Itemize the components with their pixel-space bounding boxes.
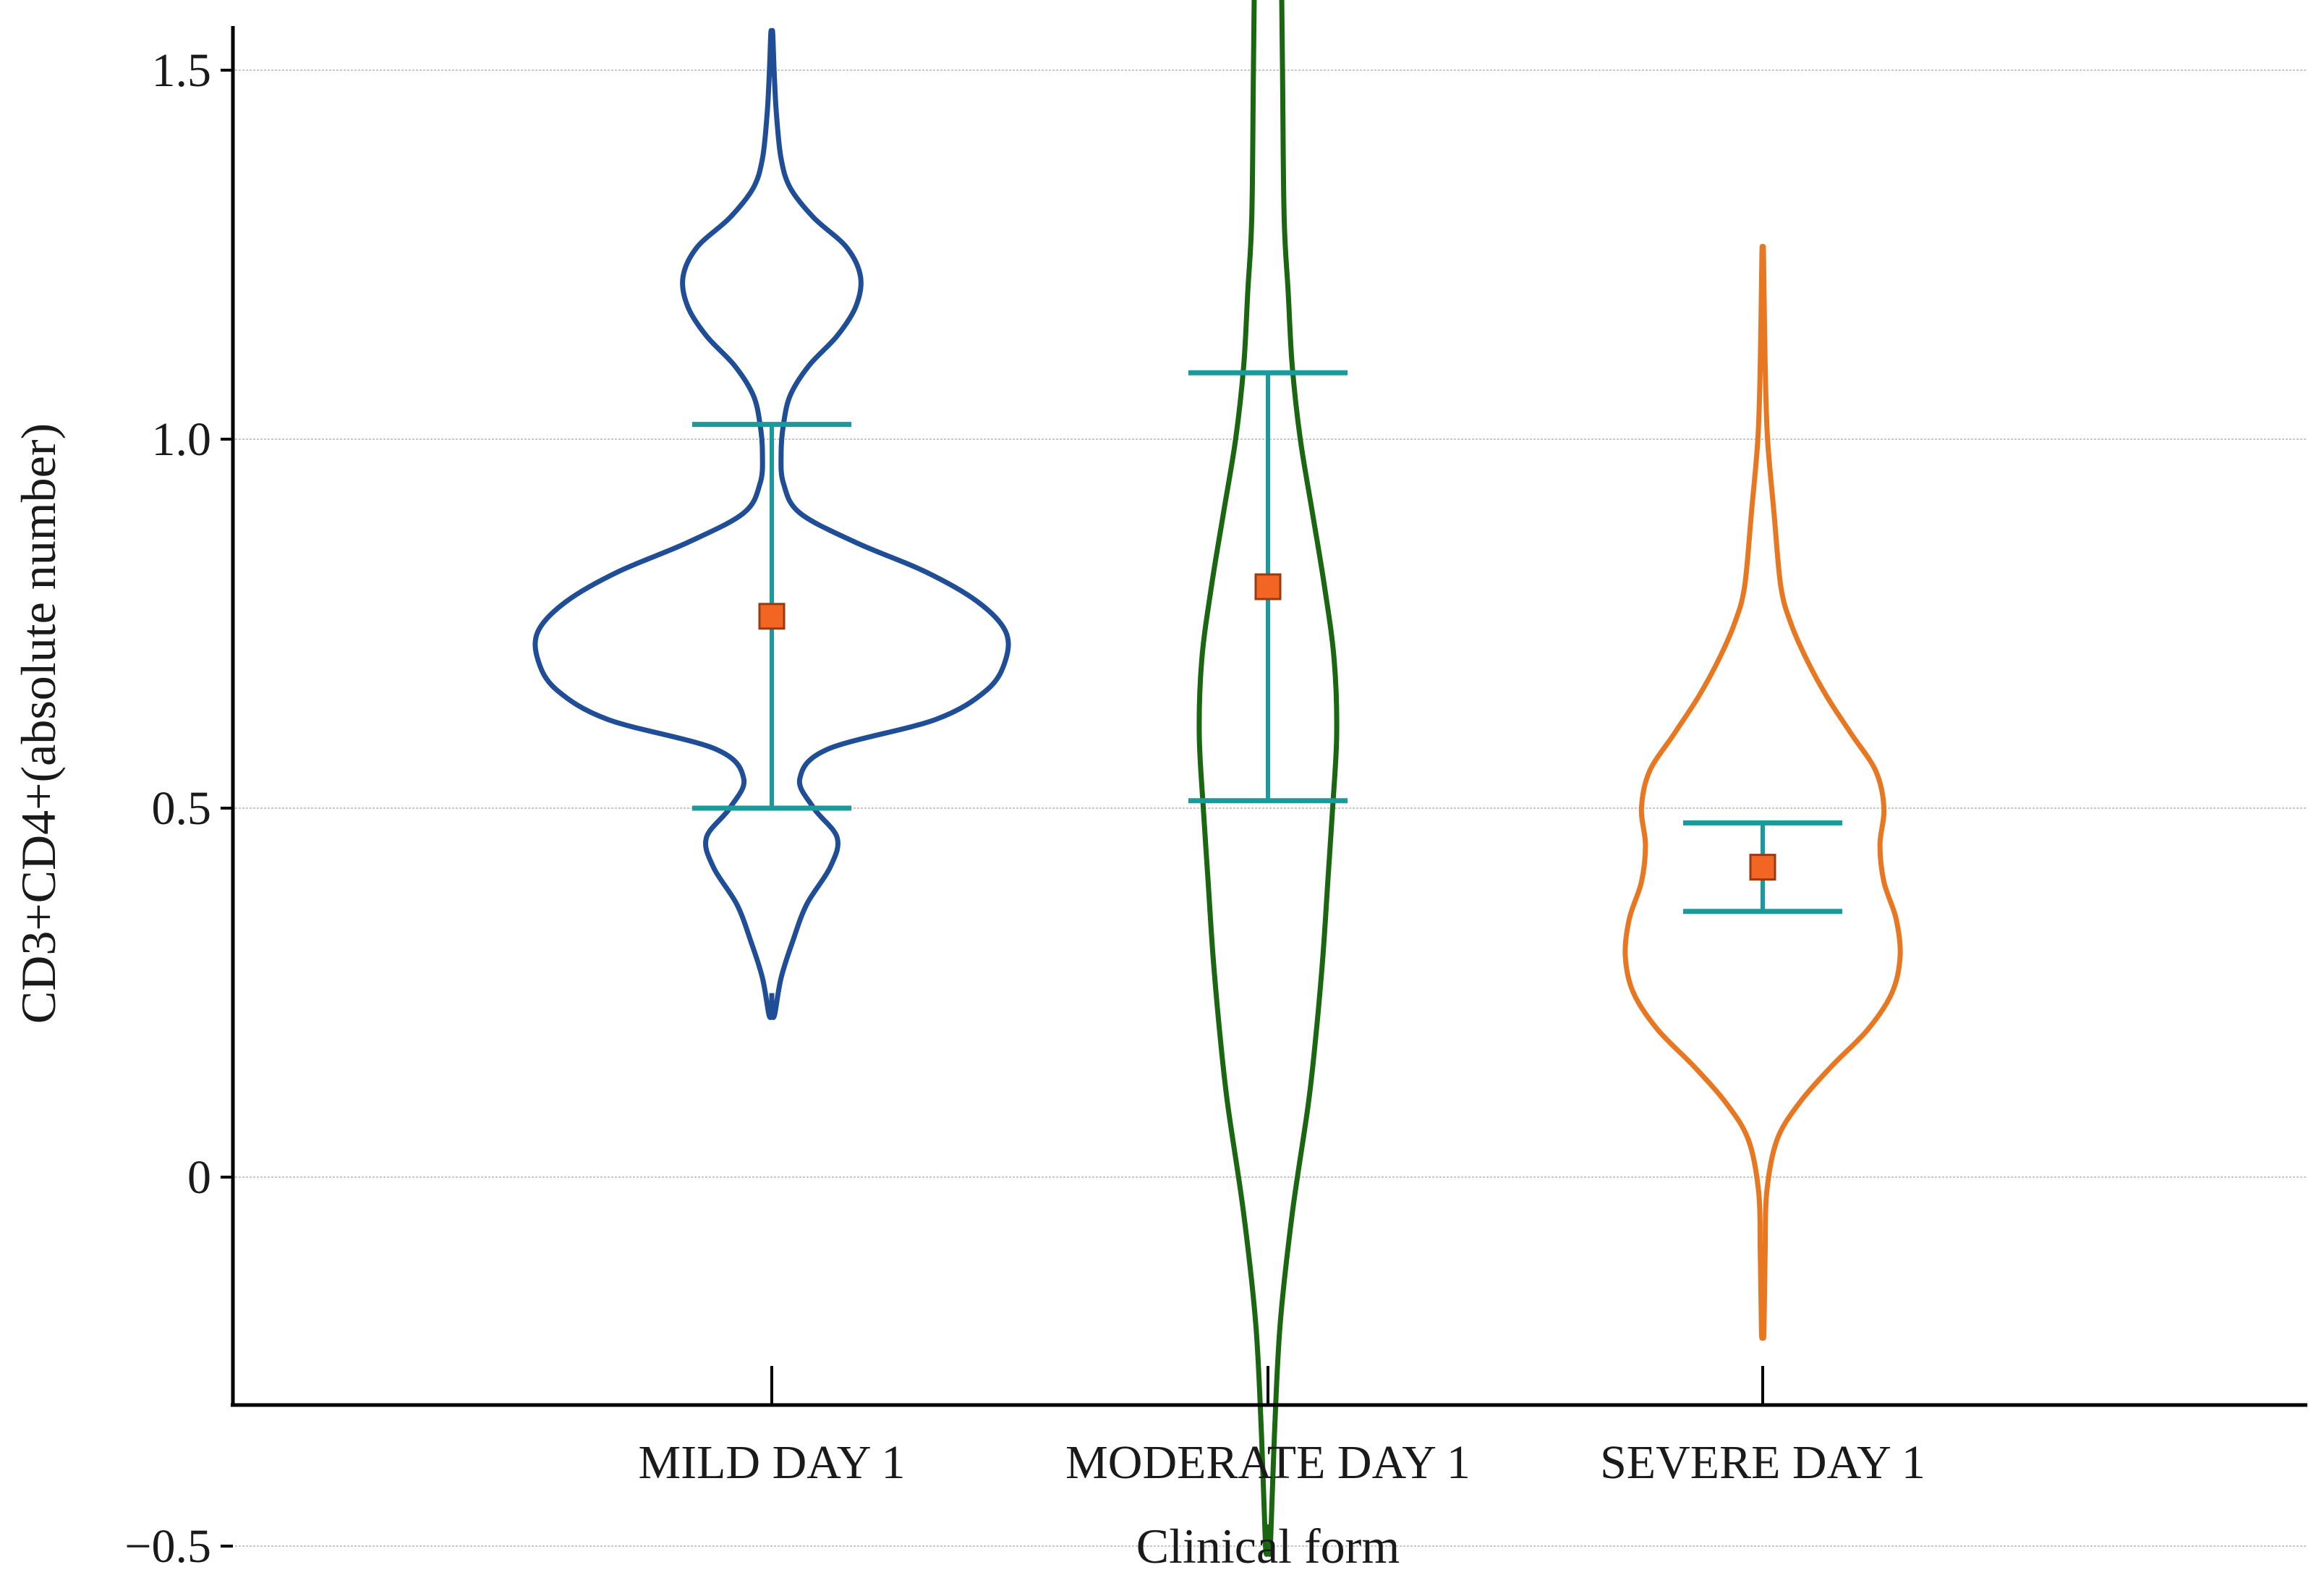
x-axis-title: Clinical form [1136, 1519, 1400, 1574]
x-category-label: MILD DAY 1 [638, 1436, 905, 1489]
y-axis-title: CD3+CD4+(absolute number) [11, 423, 66, 1024]
violin-plots [532, 0, 1903, 1557]
x-category-label: SEVERE DAY 1 [1600, 1436, 1925, 1489]
x-category-label: MODERATE DAY 1 [1065, 1436, 1470, 1489]
y-tick-label: 1.5 [152, 44, 212, 97]
violin-outline [1196, 0, 1340, 1557]
x-ticks: MILD DAY 1 MODERATE DAY 1 SEVERE DAY 1 [638, 1366, 1925, 1489]
mean-marker [1254, 573, 1282, 600]
y-tick-label: 1.0 [152, 413, 212, 466]
y-tick-label: 0 [187, 1151, 211, 1204]
y-tick-label: 0.5 [152, 782, 212, 835]
mean-marker [758, 603, 786, 630]
mean-marker [1749, 854, 1776, 881]
violin-outline [1622, 244, 1903, 1341]
y-ticks: −0.500.51.01.52.02.53.0 [124, 44, 233, 1573]
y-tick-label: −0.5 [124, 1520, 211, 1573]
gridlines [235, 69, 2307, 1547]
